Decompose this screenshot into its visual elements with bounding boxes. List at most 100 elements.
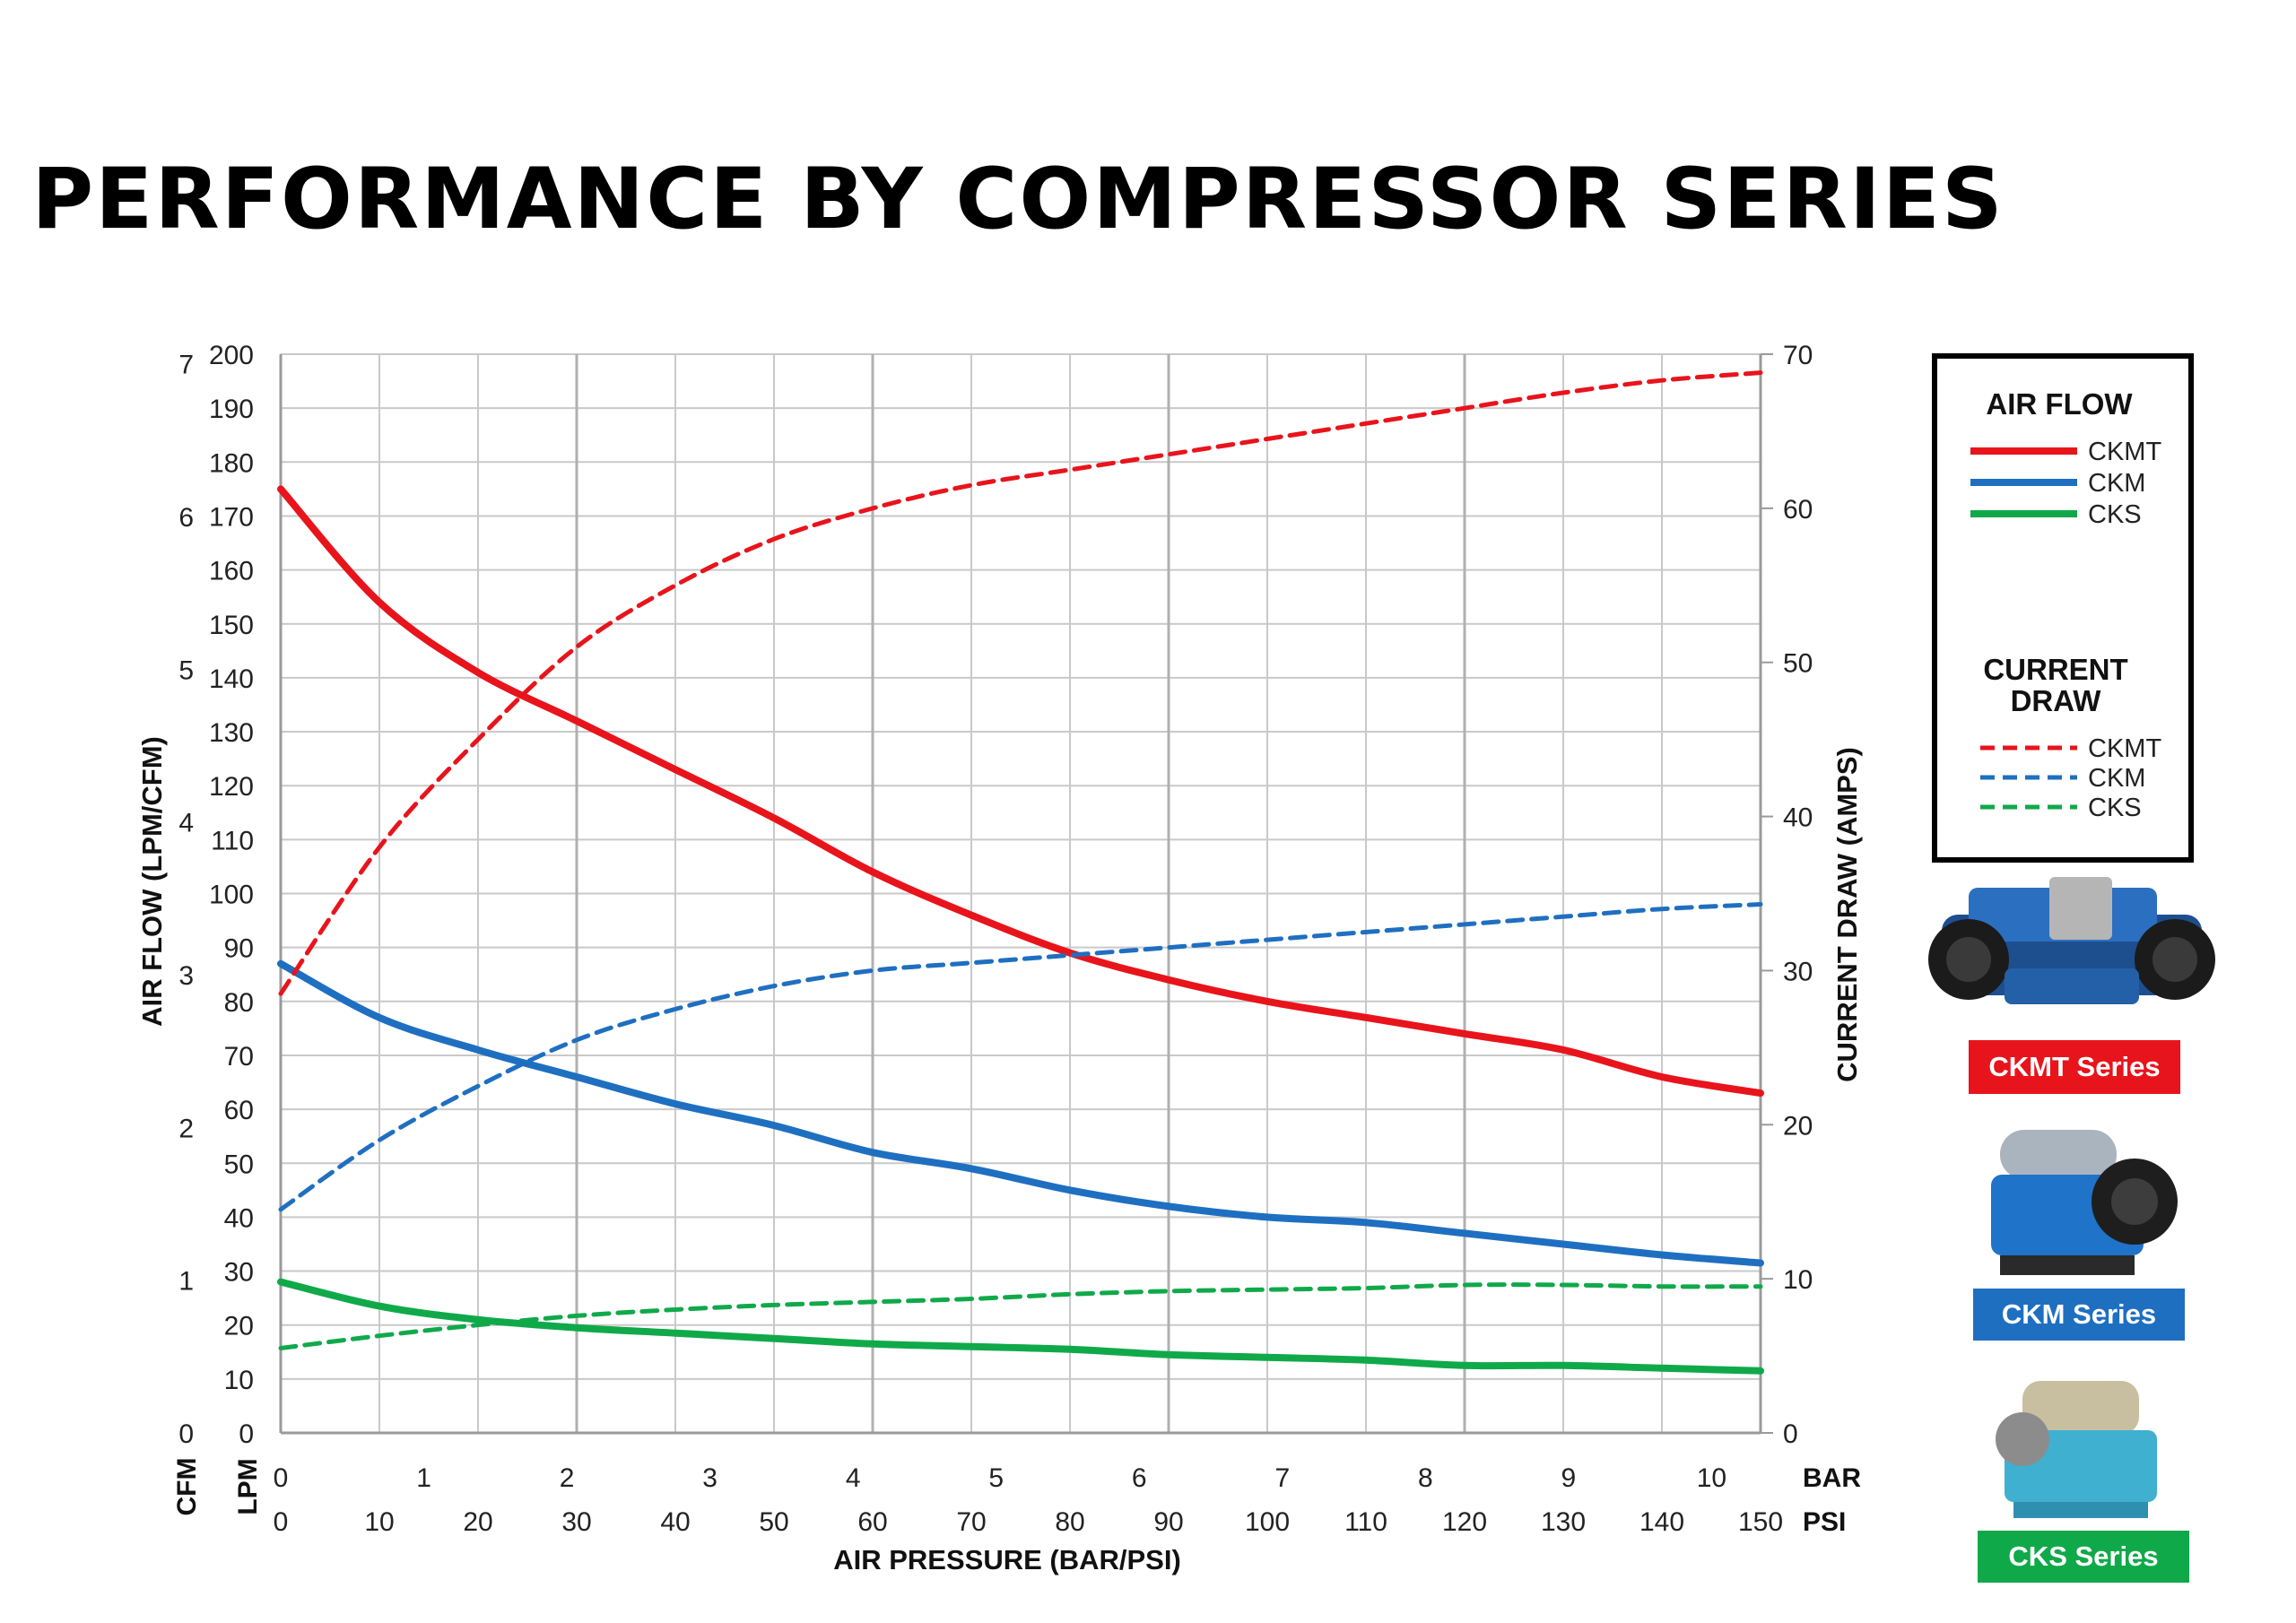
cfm-tick-label: 2	[178, 1114, 194, 1143]
page-title: PERFORMANCE BY COMPRESSOR SERIES	[31, 151, 2005, 248]
lpm-tick-label: 40	[224, 1203, 254, 1233]
legend-label-ckm-flow: CKM	[2088, 469, 2145, 498]
lpm-tick-label: 80	[224, 988, 254, 1018]
legend-label-cks-flow: CKS	[2088, 500, 2142, 529]
lpm-tick-label: 0	[239, 1419, 254, 1449]
lpm-tick-label: 50	[224, 1150, 254, 1179]
series-line-cks-current	[278, 1282, 1763, 1350]
lpm-tick-label: 170	[209, 502, 254, 532]
psi-tick-label: 140	[1639, 1507, 1684, 1537]
psi-tick-label: 70	[956, 1507, 986, 1537]
psi-tick-label: 130	[1541, 1507, 1586, 1537]
amps-tick-label: 0	[1783, 1419, 1798, 1449]
bar-tick-label: 6	[1132, 1463, 1147, 1493]
legend-label-ckmt-current: CKMT	[2088, 734, 2161, 763]
psi-tick-label: 0	[274, 1507, 289, 1537]
lpm-tick-label: 10	[224, 1366, 254, 1395]
series-line-ckm-airflow	[277, 959, 1764, 1267]
ckmt-product-card: CKMT Series	[1906, 861, 2238, 1094]
chart-series	[277, 370, 1764, 1375]
lpm-tick-label: 180	[209, 448, 254, 478]
bar-tick-label: 8	[1418, 1463, 1433, 1493]
legend-box: AIR FLOW CKMT CKM CKS CURRENT DRAW CKMT …	[1932, 353, 2194, 863]
psi-tick-label: 90	[1153, 1507, 1183, 1537]
bar-tick-label: 4	[846, 1463, 861, 1493]
lpm-tick-label: 130	[209, 718, 254, 748]
x-axis-title: AIR PRESSURE (BAR/PSI)	[833, 1544, 1181, 1575]
cfm-unit-label: CFM	[172, 1458, 202, 1516]
legend-border	[1932, 353, 2194, 863]
series-line-ckm-current	[278, 902, 1763, 1212]
psi-tick-label: 110	[1344, 1507, 1387, 1537]
bar-tick-label: 3	[702, 1463, 718, 1493]
left-axis-title: AIR FLOW (LPM/CFM)	[136, 736, 168, 1027]
lpm-tick-label: 20	[224, 1312, 254, 1341]
legend-current-draw-heading-line2: DRAW	[2011, 684, 2102, 717]
legend-label-ckm-current: CKM	[2088, 764, 2145, 793]
lpm-tick-label: 140	[209, 664, 254, 694]
lpm-tick-label: 60	[224, 1096, 254, 1125]
cfm-tick-label: 3	[178, 961, 194, 991]
series-line-ckmt-airflow	[277, 485, 1764, 1098]
ckm-product-card: CKM Series	[1964, 1121, 2188, 1341]
lpm-tick-label: 200	[209, 341, 254, 370]
right-axis-title: CURRENT DRAW (AMPS)	[1831, 747, 1863, 1082]
lpm-tick-label: 90	[224, 934, 254, 964]
cfm-tick-label: 5	[178, 655, 194, 685]
bar-tick-label: 10	[1697, 1463, 1726, 1493]
cfm-tick-label: 4	[178, 809, 194, 838]
psi-tick-label: 50	[759, 1507, 788, 1537]
series-line-cks-airflow	[277, 1278, 1764, 1375]
cfm-tick-label: 0	[178, 1419, 194, 1449]
ckmt-series-badge: CKMT Series	[1969, 1040, 2180, 1094]
cfm-tick-label: 6	[178, 503, 194, 533]
amps-tick-label: 30	[1783, 957, 1813, 986]
cks-product-card: CKS Series	[1969, 1367, 2193, 1583]
chart-grid	[279, 353, 1762, 1435]
psi-tick-label: 30	[561, 1507, 591, 1537]
cks-series-badge: CKS Series	[1978, 1531, 2189, 1583]
ckmt-compressor-icon	[1928, 877, 2215, 1004]
ckm-compressor-icon	[1991, 1130, 2178, 1275]
bar-tick-label: 2	[560, 1463, 575, 1493]
lpm-tick-label: 30	[224, 1258, 254, 1288]
lpm-tick-label: 100	[209, 881, 254, 910]
legend-current-draw-heading-line1: CURRENT	[1983, 653, 2127, 686]
psi-tick-label: 150	[1738, 1507, 1783, 1537]
bar-tick-label: 1	[416, 1463, 431, 1493]
lpm-tick-label: 150	[209, 611, 254, 640]
amps-tick-label: 10	[1783, 1265, 1813, 1295]
amps-tick-label: 70	[1783, 341, 1813, 370]
legend-air-flow-heading: AIR FLOW	[1986, 387, 2133, 421]
psi-tick-label: 100	[1245, 1507, 1290, 1537]
ckm-series-badge: CKM Series	[1973, 1289, 2185, 1341]
bar-tick-label: 9	[1561, 1463, 1577, 1493]
bar-tick-label: 7	[1274, 1463, 1290, 1493]
bar-tick-label: 0	[274, 1463, 289, 1493]
cks-compressor-icon	[1996, 1381, 2157, 1518]
legend-label-ckmt-flow: CKMT	[2088, 438, 2161, 466]
psi-tick-label: 60	[857, 1507, 887, 1537]
lpm-tick-label: 190	[209, 395, 254, 424]
bar-unit-label: BAR	[1803, 1463, 1861, 1493]
amps-tick-label: 20	[1783, 1111, 1813, 1141]
lpm-tick-label: 70	[224, 1042, 254, 1072]
cfm-tick-label: 1	[178, 1267, 194, 1297]
psi-unit-label: PSI	[1803, 1507, 1846, 1537]
psi-tick-label: 80	[1055, 1507, 1084, 1537]
psi-tick-label: 20	[463, 1507, 492, 1537]
lpm-tick-label: 120	[209, 772, 254, 802]
lpm-tick-label: 160	[209, 557, 254, 586]
cfm-tick-label: 7	[178, 351, 194, 380]
lpm-unit-label: LPM	[233, 1458, 263, 1515]
amps-tick-label: 40	[1783, 803, 1813, 833]
lpm-tick-label: 110	[211, 826, 254, 855]
bar-tick-label: 5	[988, 1463, 1004, 1493]
amps-tick-label: 50	[1783, 649, 1813, 679]
axis-ticks: 0102030405060708090100110120130140150160…	[178, 341, 1813, 1537]
psi-tick-label: 10	[364, 1507, 394, 1537]
amps-tick-label: 60	[1783, 495, 1813, 525]
legend-label-cks-current: CKS	[2088, 794, 2142, 822]
psi-tick-label: 40	[660, 1507, 690, 1537]
